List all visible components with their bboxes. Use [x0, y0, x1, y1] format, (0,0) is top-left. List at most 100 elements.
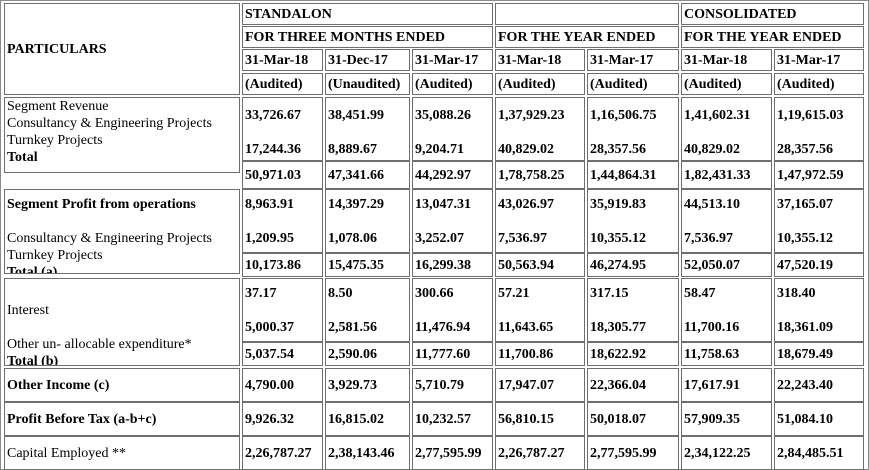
row-label: Segment Profit from operations: [7, 197, 196, 212]
revenue-total-cell: 1,44,864.31: [587, 161, 679, 189]
capital-employed-cell: 2,77,595.99: [587, 436, 679, 470]
blank-line: [498, 213, 584, 230]
capital-employed-cell: 2,38,143.46: [325, 436, 410, 470]
pbt-cell: 51,084.10: [774, 402, 864, 436]
row-label: Total (b): [7, 354, 59, 366]
value: 14,397.29: [328, 197, 384, 212]
row-label: Total: [7, 150, 38, 165]
audit-status-header: (Audited): [242, 73, 323, 95]
revenue-values-cell: 33,726.67 17,244.36: [242, 97, 323, 161]
value: 43,026.97: [498, 197, 554, 212]
consolidated-period-label: FOR THE YEAR ENDED: [684, 29, 842, 45]
value: 22,243.40: [777, 377, 833, 393]
value: 10,355.12: [777, 231, 833, 246]
other-income-cell: 4,790.00: [242, 368, 323, 402]
capital-employed-cell: 2,84,485.51: [774, 436, 864, 470]
row-label: Profit Before Tax (a-b+c): [7, 411, 157, 427]
value: 17,244.36: [245, 142, 301, 157]
interest-values-cell: 57.21 11,643.65: [495, 278, 585, 342]
value: 57,909.35: [684, 411, 740, 427]
blank-line: [328, 213, 409, 230]
other-income-cell: 22,366.04: [587, 368, 679, 402]
blank-line: [7, 285, 239, 302]
value: 47,520.19: [777, 257, 833, 273]
total-b-cell: 11,758.63: [681, 342, 772, 366]
interest-values-cell: 58.47 11,700.16: [681, 278, 772, 342]
row-label: Consultancy & Engineering Projects: [7, 116, 212, 131]
value: 4,790.00: [245, 377, 294, 393]
value: 28,357.56: [590, 142, 646, 157]
value: 18,361.09: [777, 320, 833, 335]
value: 11,777.60: [415, 346, 471, 362]
value: 2,77,595.99: [590, 445, 657, 461]
year-period-label: FOR THE YEAR ENDED: [498, 29, 656, 45]
revenue-total-cell: 47,341.66: [325, 161, 410, 189]
profit-values-cell: 35,919.83 10,355.12: [587, 189, 679, 253]
revenue-total-cell: 44,292.97: [412, 161, 493, 189]
total-a-cell: 50,563.94: [495, 253, 585, 277]
blank-line: [7, 319, 239, 336]
value: 28,357.56: [777, 142, 833, 157]
value: 44,292.97: [415, 167, 471, 183]
standalone-header: STANDALON: [242, 3, 493, 25]
pbt-cell: 16,815.02: [325, 402, 410, 436]
other-income-cell: 3,929.73: [325, 368, 410, 402]
revenue-total-cell: 1,47,972.59: [774, 161, 864, 189]
blank-line: [684, 124, 771, 141]
total-b-cell: 2,590.06: [325, 342, 410, 366]
profit-values-cell: 8,963.91 1,209.95: [242, 189, 323, 253]
value: 2,38,143.46: [328, 445, 395, 461]
value: 16,299.38: [415, 257, 471, 273]
value: 1,44,864.31: [590, 167, 657, 183]
blank-header-cell: [495, 3, 679, 25]
date-header: 31-Dec-17: [325, 49, 410, 71]
blank-line: [777, 302, 863, 319]
other-income-cell: 22,243.40: [774, 368, 864, 402]
revenue-total-cell: 1,82,431.33: [681, 161, 772, 189]
value: 18,679.49: [777, 346, 833, 362]
value: 9,204.71: [415, 142, 464, 157]
revenue-values-cell: 38,451.99 8,889.67: [325, 97, 410, 161]
value: 1,078.06: [328, 231, 377, 246]
value: 18,305.77: [590, 320, 646, 335]
row-label: Capital Employed **: [7, 445, 126, 461]
revenue-values-cell: 35,088.26 9,204.71: [412, 97, 493, 161]
value: 8,963.91: [245, 197, 294, 212]
blank-line: [328, 302, 409, 319]
profit-values-cell: 37,165.07 10,355.12: [774, 189, 864, 253]
value: 3,929.73: [328, 377, 377, 393]
interest-values-cell: 8.50 2,581.56: [325, 278, 410, 342]
blank-line: [415, 124, 492, 141]
value: 1,209.95: [245, 231, 294, 246]
value: 11,476.94: [415, 320, 471, 335]
total-a-cell: 16,299.38: [412, 253, 493, 277]
value: 11,643.65: [498, 320, 554, 335]
audit-status-header: (Unaudited): [325, 73, 410, 95]
value: 2,581.56: [328, 320, 377, 335]
value: 2,26,787.27: [498, 445, 565, 461]
value: 50,018.07: [590, 411, 646, 427]
value: 7,536.97: [498, 231, 547, 246]
total-a-cell: 15,475.35: [325, 253, 410, 277]
pbt-cell: 9,926.32: [242, 402, 323, 436]
year-period-header: FOR THE YEAR ENDED: [495, 26, 679, 48]
total-b-cell: 18,622.92: [587, 342, 679, 366]
audit-status-label: (Audited): [245, 76, 303, 92]
date-header-label: 31-Mar-17: [590, 52, 654, 68]
value: 1,16,506.75: [590, 108, 657, 123]
value: 17,617.91: [684, 377, 740, 393]
value: 5,000.37: [245, 320, 294, 335]
standalone-period-header: FOR THREE MONTHS ENDED: [242, 26, 493, 48]
value: 3,252.07: [415, 231, 464, 246]
date-header: 31-Mar-17: [774, 49, 864, 71]
value: 40,829.02: [498, 142, 554, 157]
interest-values-cell: 317.15 18,305.77: [587, 278, 679, 342]
value: 50,971.03: [245, 167, 301, 183]
value: 2,77,595.99: [415, 445, 482, 461]
total-b-cell: 11,777.60: [412, 342, 493, 366]
value: 10,173.86: [245, 257, 301, 273]
value: 8.50: [328, 286, 353, 301]
total-b-cell: 5,037.54: [242, 342, 323, 366]
value: 51,084.10: [777, 411, 833, 427]
blank-line: [498, 302, 584, 319]
